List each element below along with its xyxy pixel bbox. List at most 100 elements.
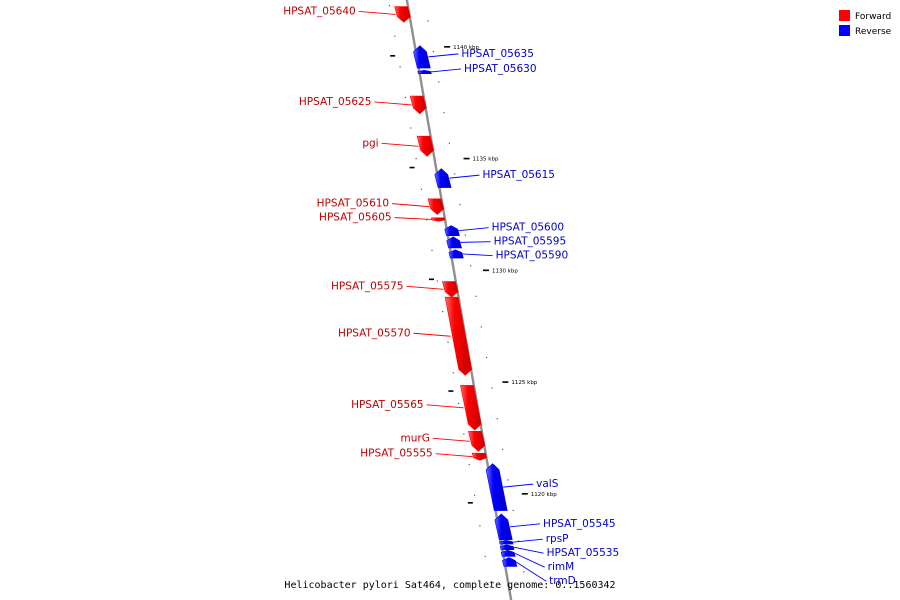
- gene-arrow[interactable]: [468, 430, 486, 452]
- gene-arrow[interactable]: [499, 544, 515, 550]
- gene-arrow[interactable]: [448, 249, 464, 259]
- scale-dot: [475, 295, 477, 297]
- gene-arrow[interactable]: [394, 6, 411, 23]
- gene-arrow[interactable]: [417, 69, 432, 74]
- tick-label: 1130 kbp: [492, 268, 518, 274]
- gene-arrow[interactable]: [460, 385, 482, 431]
- scale-dot: [448, 142, 450, 144]
- gene-label[interactable]: HPSAT_05595: [494, 236, 567, 248]
- gene-rimm[interactable]: rimM: [500, 549, 575, 573]
- scale-dot: [410, 127, 412, 129]
- gene-arrow[interactable]: [430, 217, 446, 222]
- gene-murg[interactable]: murG: [401, 430, 486, 452]
- scale-dot: [404, 96, 406, 98]
- gene-label[interactable]: HPSAT_05565: [351, 399, 424, 411]
- gene-label[interactable]: rimM: [548, 561, 575, 573]
- gene-hpsat_05565[interactable]: HPSAT_05565: [351, 385, 482, 431]
- gene-leader-line: [514, 552, 545, 568]
- gene-label[interactable]: HPSAT_05600: [492, 222, 565, 234]
- gene-leader-line: [432, 437, 470, 442]
- gene-label[interactable]: HPSAT_05630: [464, 63, 537, 75]
- tick-label: 1140 kbp: [453, 45, 479, 51]
- gene-arrow[interactable]: [444, 225, 460, 236]
- scale-dot: [474, 494, 476, 496]
- tick-marks: 1140 kbp 1135 kbp 1130 kbp 1125 kbp 1120 kbp: [390, 45, 557, 504]
- gene-label[interactable]: HPSAT_05545: [543, 518, 616, 530]
- gene-label[interactable]: HPSAT_05605: [319, 212, 392, 224]
- gene-leader-line: [358, 10, 396, 15]
- scale-dot: [438, 81, 440, 83]
- scale-dot: [458, 402, 460, 404]
- legend: Forward Reverse: [839, 10, 892, 37]
- gene-arrow[interactable]: [427, 198, 445, 215]
- gene-arrow[interactable]: [434, 168, 452, 188]
- gene-label[interactable]: pgi: [362, 137, 378, 149]
- gene-leader-line: [428, 53, 459, 58]
- gene-arrow[interactable]: [442, 281, 459, 298]
- gene-arrow[interactable]: [502, 557, 518, 567]
- gene-hpsat_05570[interactable]: HPSAT_05570: [338, 296, 473, 376]
- gene-hpsat_05635[interactable]: HPSAT_05635: [413, 45, 534, 69]
- legend-reverse-label: Reverse: [855, 27, 892, 37]
- gene-hpsat_05545[interactable]: HPSAT_05545: [494, 513, 616, 540]
- gene-hpsat_05595[interactable]: HPSAT_05595: [446, 236, 567, 249]
- gene-hpsat_05600[interactable]: HPSAT_05600: [444, 222, 565, 236]
- gene-label[interactable]: trmD: [549, 575, 576, 587]
- scale-dot: [431, 249, 433, 251]
- gene-hpsat_05625[interactable]: HPSAT_05625: [299, 95, 427, 115]
- gene-trmd[interactable]: trmD: [502, 557, 576, 588]
- gene-label[interactable]: HPSAT_05590: [496, 250, 569, 262]
- gene-arrow[interactable]: [409, 95, 427, 115]
- gene-leader-line: [512, 538, 543, 543]
- scale-dot: [517, 540, 520, 542]
- gene-arrow[interactable]: [413, 45, 431, 69]
- gene-vals[interactable]: valS: [485, 463, 559, 511]
- gene-rpsp[interactable]: rpsP: [499, 533, 569, 545]
- gene-arrow[interactable]: [485, 463, 508, 511]
- gene-label[interactable]: HPSAT_05575: [331, 280, 404, 292]
- gene-hpsat_05630[interactable]: HPSAT_05630: [417, 63, 537, 75]
- gene-arrow[interactable]: [444, 296, 473, 376]
- gene-label[interactable]: HPSAT_05610: [317, 198, 390, 210]
- gene-arrow[interactable]: [499, 540, 514, 545]
- gene-leader-line: [515, 561, 547, 582]
- scale-dot: [394, 35, 396, 37]
- gene-hpsat_05640[interactable]: HPSAT_05640: [283, 5, 411, 23]
- gene-hpsat_05575[interactable]: HPSAT_05575: [331, 280, 459, 298]
- scale-dot: [491, 387, 493, 389]
- gene-label[interactable]: HPSAT_05570: [338, 327, 411, 339]
- gene-hpsat_05555[interactable]: HPSAT_05555: [360, 448, 487, 461]
- gene-arrow[interactable]: [494, 513, 513, 540]
- gene-leader-line: [426, 404, 464, 409]
- gene-arrow[interactable]: [500, 549, 516, 557]
- gene-label[interactable]: rpsP: [546, 533, 569, 545]
- gene-label[interactable]: HPSAT_05640: [283, 5, 356, 17]
- gene-arrow[interactable]: [471, 452, 487, 461]
- gene-hpsat_05610[interactable]: HPSAT_05610: [317, 198, 445, 215]
- gene-label[interactable]: murG: [401, 432, 430, 444]
- gene-label[interactable]: valS: [536, 478, 559, 490]
- gene-hpsat_05590[interactable]: HPSAT_05590: [448, 249, 569, 262]
- gene-leader-line: [374, 101, 412, 106]
- gene-leader-line: [462, 253, 493, 257]
- scale-dot: [470, 265, 472, 267]
- scale-dot: [486, 356, 488, 359]
- gene-leader-line: [510, 523, 541, 528]
- scale-dot: [468, 464, 470, 466]
- gene-label[interactable]: HPSAT_05535: [547, 547, 620, 559]
- gene-leader-line: [503, 483, 534, 488]
- gene-label[interactable]: HPSAT_05615: [482, 169, 555, 181]
- gene-label[interactable]: HPSAT_05635: [461, 48, 534, 60]
- scale-dot: [489, 586, 492, 588]
- scale-dot: [432, 50, 434, 53]
- legend-reverse-swatch: [839, 25, 850, 36]
- gene-hpsat_05535[interactable]: HPSAT_05535: [499, 544, 620, 559]
- gene-arrow[interactable]: [446, 236, 462, 249]
- gene-leader-line: [381, 142, 419, 147]
- gene-pgi[interactable]: pgi: [362, 135, 435, 157]
- gene-hpsat_05605[interactable]: HPSAT_05605: [319, 212, 446, 224]
- gene-label[interactable]: HPSAT_05555: [360, 448, 433, 460]
- gene-hpsat_05615[interactable]: HPSAT_05615: [434, 168, 555, 188]
- gene-label[interactable]: HPSAT_05625: [299, 96, 372, 108]
- gene-arrow[interactable]: [416, 135, 435, 157]
